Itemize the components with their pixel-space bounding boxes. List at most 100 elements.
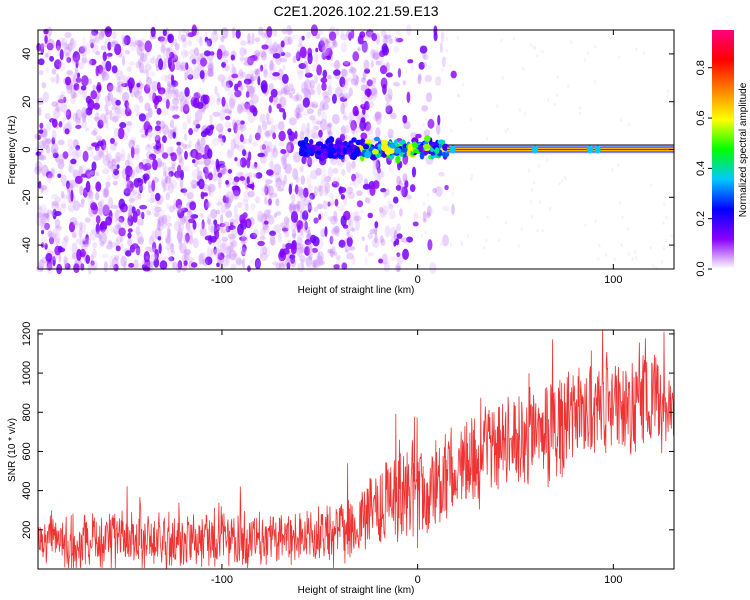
spectrogram-cell [190, 262, 198, 268]
spectrogram-cell [145, 112, 149, 124]
spectrogram-cell [185, 232, 190, 243]
spectrogram-cell [342, 100, 348, 108]
spectrogram-cell [197, 87, 204, 97]
spectrogram-cell [389, 209, 396, 220]
spectrogram-cell [167, 247, 172, 257]
spectrogram-cell [346, 252, 354, 260]
spectrogram-cell [435, 186, 443, 197]
spectrogram-cell [205, 40, 211, 48]
spectrogram-cell [36, 42, 42, 52]
spectrogram-cell [260, 228, 266, 237]
spectrogram-cell [110, 204, 119, 210]
spectrogram-cell [380, 238, 386, 247]
spectrogram-cell [365, 124, 374, 136]
spectrogram-cell [150, 142, 157, 152]
spectrogram-cell [356, 190, 363, 197]
spectrogram-cell [223, 221, 230, 228]
spectrogram-cell [306, 31, 311, 40]
spectrogram-cell [283, 174, 288, 185]
spectrogram-cell [301, 87, 308, 94]
spectrogram-cell [124, 165, 133, 178]
spectrogram-cell [312, 261, 317, 269]
colorbar-tick-label: 0.2 [695, 211, 707, 226]
spectrogram-cell [250, 75, 257, 82]
spectrogram-cell [81, 112, 86, 123]
spectrogram-cell [93, 116, 100, 121]
spectrogram-cell [320, 228, 326, 238]
spectrogram-cell [152, 130, 161, 141]
spectrogram-cell [207, 64, 214, 71]
spectrogram-cell [135, 165, 143, 174]
spectrogram-cell [159, 37, 168, 46]
spectrogram-cell [567, 84, 570, 88]
spectrogram-cell [46, 26, 53, 37]
spectrogram-cell [148, 235, 155, 246]
spectrogram-cell [156, 221, 164, 232]
spectrogram-cell [296, 186, 304, 197]
spectrogram-cell [327, 248, 332, 254]
spectrogram-cell [305, 159, 309, 167]
spectrogram-cell [263, 213, 272, 220]
spectrogram-cell [325, 55, 332, 61]
colorbar-label: Normalized spectral amplitude [738, 82, 749, 217]
spectrogram-cell [666, 89, 670, 93]
spectrogram-cell [213, 219, 218, 226]
spectrogram-cell [375, 127, 381, 139]
spectrogram-cell [168, 84, 176, 91]
spectrogram-cell [263, 69, 268, 78]
spectrogram-cell [311, 118, 319, 125]
spectrogram-cell [208, 186, 212, 196]
spectrogram-cell [82, 88, 88, 100]
spectrogram-cell [170, 152, 177, 162]
spectrogram-cell [433, 25, 438, 36]
spectrogram-cell [99, 113, 107, 126]
spectrogram-cell [187, 186, 194, 198]
spectrogram-cell [311, 259, 318, 268]
spectrogram-cell [331, 113, 340, 125]
spectrogram-cell [91, 29, 99, 36]
colorbar-tick-label: 0.4 [695, 161, 707, 176]
spectrogram-cell [109, 255, 114, 267]
spectrogram-cell [242, 212, 248, 219]
spectrogram-cell [385, 102, 391, 113]
spectrogram-cell [402, 173, 408, 183]
spectrogram-cell [239, 133, 244, 143]
spectrogram-cell [57, 99, 65, 104]
spectrogram-cell [64, 263, 71, 270]
spectrogram-cell [323, 211, 328, 217]
spectrogram-cell [350, 119, 357, 131]
carrier-blob [371, 148, 379, 155]
spectrogram-cell [214, 85, 218, 95]
spectrogram-cell [104, 95, 110, 104]
spectrogram-cell [380, 171, 385, 178]
spectrogram-cell [200, 191, 205, 200]
y-tick-label: 200 [21, 521, 33, 539]
spectrogram-cell [169, 51, 175, 59]
spectrogram-cell [93, 102, 101, 110]
spectrogram-cell [67, 138, 73, 149]
spectrogram-cell [70, 189, 74, 202]
spectrogram-cell [176, 262, 182, 273]
spectrogram-cell [93, 209, 98, 216]
spectrogram-cell [372, 237, 380, 249]
spectrogram-cell [75, 117, 81, 126]
spectrogram-cell [382, 36, 389, 45]
spectrogram-cell [325, 47, 333, 59]
spectrogram-cell [366, 79, 373, 87]
spectrogram-noise [34, 24, 675, 275]
spectrogram-cell [279, 57, 288, 63]
spectrogram-cell [330, 234, 334, 244]
spectrogram-cell [81, 243, 88, 250]
spectrogram-cell [127, 109, 132, 116]
spectrogram-cell [297, 224, 301, 233]
spectrogram-cell [44, 53, 49, 58]
spectrogram-cell [272, 132, 277, 140]
spectrogram-cell [316, 64, 322, 76]
spectrogram-cell [72, 112, 78, 122]
spectrogram-cell [304, 72, 313, 78]
spectrogram-cell [39, 122, 44, 129]
spectrogram-cell [105, 181, 111, 188]
spectrogram-cell [156, 107, 162, 115]
spectrogram-cell [262, 245, 268, 255]
spectrogram-cell [80, 164, 86, 173]
